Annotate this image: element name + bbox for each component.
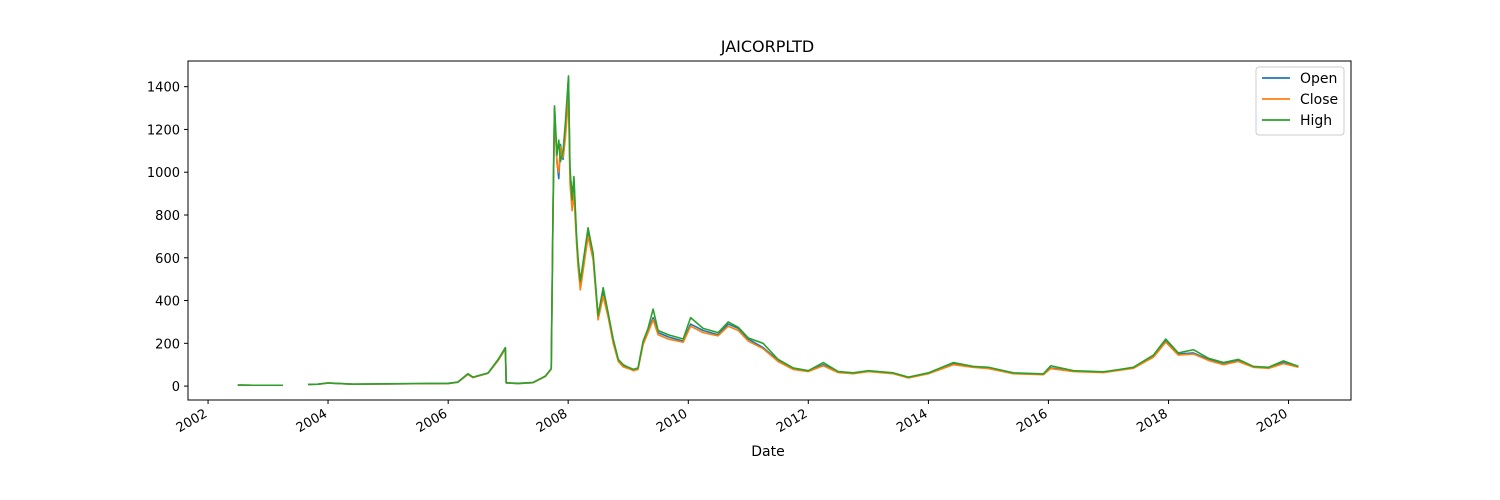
y-axis: 0 200 400 600 800 1000 1200 1400 bbox=[147, 81, 188, 395]
x-tick-label: 2014 bbox=[894, 406, 930, 436]
x-tick-label: 2010 bbox=[654, 406, 690, 436]
x-tick-label: 2012 bbox=[774, 406, 810, 436]
x-tick-label: 2006 bbox=[414, 406, 450, 436]
series-layer bbox=[237, 75, 1299, 387]
x-axis: 2002 2004 2006 2008 2010 2012 2014 2016 2018 2020 bbox=[174, 400, 1291, 436]
series-line-high bbox=[237, 75, 1299, 387]
x-tick-label: 2008 bbox=[534, 406, 570, 436]
y-tick-label: 1400 bbox=[147, 81, 180, 96]
series-line-open bbox=[237, 77, 1299, 387]
plot-area bbox=[187, 60, 1352, 401]
legend-label-high: High bbox=[1300, 113, 1332, 129]
y-tick-label: 1000 bbox=[147, 166, 180, 181]
y-tick-label: 800 bbox=[155, 209, 180, 224]
y-tick-label: 200 bbox=[155, 337, 180, 352]
x-tick-label: 2020 bbox=[1254, 406, 1290, 436]
x-tick-label: 2004 bbox=[294, 406, 330, 436]
x-axis-label: Date bbox=[751, 444, 784, 460]
y-tick-label: 400 bbox=[155, 295, 180, 310]
x-tick-label: 2018 bbox=[1134, 406, 1170, 436]
plot-frame bbox=[187, 60, 1352, 401]
y-tick-label: 1200 bbox=[147, 123, 180, 138]
x-tick-label: 2016 bbox=[1014, 406, 1050, 436]
y-tick-label: 600 bbox=[155, 252, 180, 267]
chart-title: JAICORPLTD bbox=[720, 37, 814, 56]
x-tick-label: 2002 bbox=[174, 406, 210, 436]
legend-box bbox=[1255, 66, 1345, 136]
y-tick-label: 0 bbox=[172, 380, 180, 395]
legend-label-open: Open bbox=[1300, 71, 1337, 87]
series-line-close bbox=[237, 96, 1299, 387]
legend-label-close: Close bbox=[1300, 92, 1338, 108]
legend: Open Close High bbox=[1255, 66, 1345, 136]
